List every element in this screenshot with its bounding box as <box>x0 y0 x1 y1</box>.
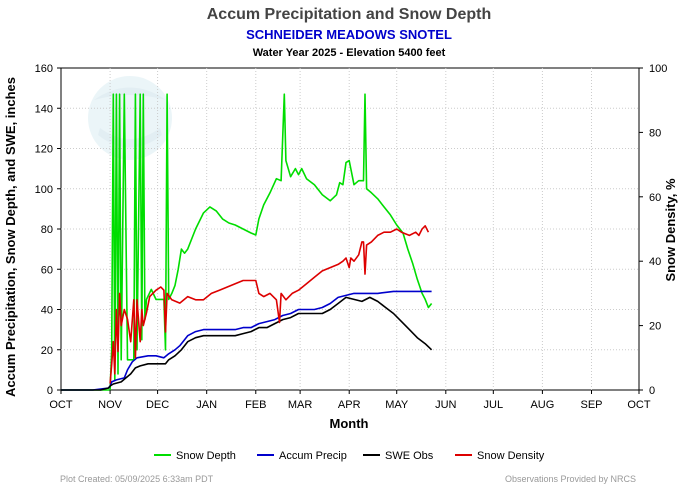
y-axis-right-ticks: 0 20 40 60 80 100 <box>639 63 667 397</box>
x-tick-label: OCT <box>49 399 73 411</box>
x-tick-label: FEB <box>245 399 266 411</box>
legend: Snow Depth Accum Precip SWE Obs Snow Densit… <box>154 450 545 462</box>
x-axis-ticks: OCT NOV DEC JAN FEB MAR APR MAY JUN JUL AUG SEP OCT <box>49 390 651 411</box>
series-line-accum-precip <box>61 290 432 391</box>
y-tick-label: 120 <box>35 144 53 156</box>
x-tick-label: DEC <box>146 399 169 411</box>
y-tick-label: 0 <box>47 385 53 397</box>
x-tick-label: JUL <box>484 399 504 411</box>
y2-tick-label: 100 <box>649 63 667 75</box>
footer-observations: Observations Provided by NRCS <box>505 474 636 484</box>
x-tick-label: MAY <box>385 399 409 411</box>
watermark-logo <box>88 76 172 160</box>
x-tick-label: APR <box>338 399 361 411</box>
chart-subtitle-water-year: Water Year 2025 - Elevation 5400 feet <box>253 47 446 59</box>
y2-tick-label: 40 <box>649 256 661 268</box>
x-tick-label: NOV <box>98 399 123 411</box>
y2-tick-label: 20 <box>649 321 661 333</box>
series-line-snow-depth <box>61 93 433 391</box>
y2-tick-label: 0 <box>649 385 655 397</box>
legend-label-snow-density: Snow Density <box>477 450 545 462</box>
series-line-snow-density <box>109 225 430 384</box>
series-line-swe-obs <box>61 296 433 391</box>
legend-label-swe-obs: SWE Obs <box>385 450 434 462</box>
x-tick-label: MAR <box>288 399 313 411</box>
x-tick-label: SEP <box>580 399 602 411</box>
y-tick-label: 40 <box>41 305 53 317</box>
footer-plot-created: Plot Created: 05/09/2025 6:33am PDT <box>60 474 214 484</box>
series-layer <box>61 93 433 391</box>
legend-label-snow-depth: Snow Depth <box>176 450 236 462</box>
chart-title: Accum Precipitation and Snow Depth <box>207 6 491 23</box>
y-axis-left-ticks: 0 20 40 60 80 100 120 140 160 <box>35 63 61 397</box>
x-axis-label: Month <box>330 416 369 431</box>
y-axis-label: Accum Precipitation, Snow Depth, and SWE… <box>3 77 18 397</box>
chart-subtitle-station: SCHNEIDER MEADOWS SNOTEL <box>246 27 452 42</box>
y2-axis-label: Snow Density, % <box>663 178 678 281</box>
y2-tick-label: 60 <box>649 192 661 204</box>
x-tick-label: AUG <box>530 399 554 411</box>
y2-tick-label: 80 <box>649 127 661 139</box>
y-tick-label: 100 <box>35 184 53 196</box>
grid <box>61 68 639 390</box>
y-tick-label: 60 <box>41 264 53 276</box>
x-tick-label: JAN <box>196 399 217 411</box>
y-tick-label: 160 <box>35 63 53 75</box>
legend-label-accum-precip: Accum Precip <box>279 450 347 462</box>
y-tick-label: 140 <box>35 103 53 115</box>
y-tick-label: 20 <box>41 345 53 357</box>
x-tick-label: OCT <box>627 399 651 411</box>
x-tick-label: JUN <box>435 399 456 411</box>
y-tick-label: 80 <box>41 224 53 236</box>
